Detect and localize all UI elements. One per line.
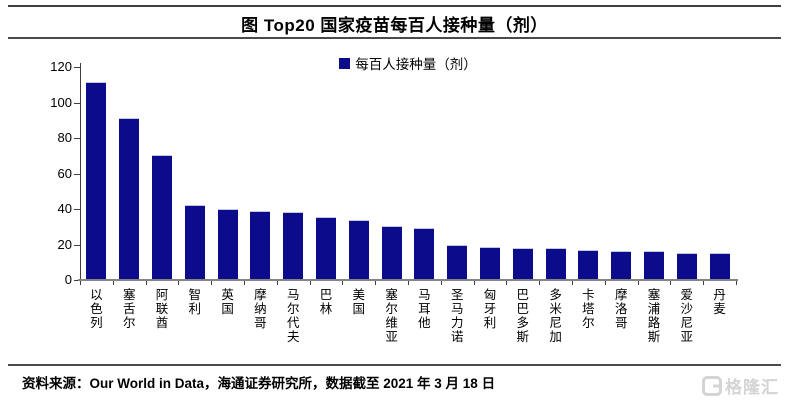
bar bbox=[217, 209, 238, 280]
bar bbox=[611, 250, 632, 280]
x-axis-tick bbox=[539, 281, 541, 285]
bar bbox=[414, 227, 435, 280]
x-axis-tick bbox=[244, 281, 245, 285]
x-axis-category-label: 巴 林 bbox=[319, 288, 333, 316]
bar bbox=[644, 250, 664, 280]
x-axis-tick bbox=[112, 281, 114, 285]
x-axis-tick bbox=[276, 281, 278, 285]
x-axis-category-label: 智 利 bbox=[188, 288, 202, 316]
bar bbox=[676, 253, 697, 280]
legend-label: 每百人接种量（剂） bbox=[355, 57, 477, 72]
x-axis-line bbox=[78, 279, 738, 281]
bar bbox=[152, 154, 172, 280]
x-axis-tick bbox=[80, 281, 81, 285]
y-axis-tick bbox=[74, 280, 80, 281]
y-axis-tick bbox=[74, 67, 80, 68]
bar bbox=[184, 205, 205, 280]
y-axis-tick bbox=[74, 209, 80, 210]
bar bbox=[447, 245, 468, 280]
title-divider-rule bbox=[8, 37, 781, 39]
y-axis-line bbox=[80, 63, 81, 280]
bar bbox=[348, 219, 369, 280]
top-rule bbox=[8, 5, 781, 7]
footer-divider-rule bbox=[8, 364, 781, 366]
x-axis-category-label: 塞 浦 路 斯 bbox=[647, 288, 661, 344]
x-axis-tick bbox=[211, 281, 213, 285]
y-axis-tick bbox=[74, 138, 80, 139]
bar bbox=[316, 216, 336, 280]
y-axis-tick-label: 40 bbox=[57, 201, 72, 216]
x-axis-category-label: 爱 沙 尼 亚 bbox=[680, 288, 694, 344]
bar bbox=[86, 82, 107, 280]
bar bbox=[119, 118, 140, 280]
x-axis-tick bbox=[473, 281, 475, 285]
x-axis-tick bbox=[637, 281, 639, 285]
source-note: 资料来源：Our World in Data，海通证券研究所，数据截至 2021… bbox=[22, 376, 496, 391]
bar bbox=[578, 249, 599, 280]
x-axis-tick bbox=[506, 281, 508, 285]
chart-title: 图 Top20 国家疫苗每百人接种量（剂） bbox=[241, 16, 548, 35]
x-axis-tick bbox=[342, 281, 344, 285]
bar bbox=[545, 248, 566, 280]
x-axis-tick bbox=[309, 281, 311, 285]
x-axis-tick bbox=[604, 281, 606, 285]
x-axis-category-label: 多 米 尼 加 bbox=[549, 288, 562, 344]
x-axis-tick bbox=[670, 281, 672, 285]
x-axis-category-label: 塞 尔 维 亚 bbox=[385, 288, 398, 344]
x-axis-category-label: 美 国 bbox=[352, 288, 366, 316]
x-axis-category-label: 以 色 列 bbox=[90, 288, 103, 330]
y-axis-tick bbox=[74, 102, 80, 104]
x-axis-tick bbox=[178, 281, 180, 285]
y-axis-tick-label: 80 bbox=[57, 130, 72, 145]
gelonghui-logo: 格隆汇 bbox=[702, 373, 779, 398]
x-axis-category-label: 马 尔 代 夫 bbox=[286, 288, 300, 344]
legend: 每百人接种量（剂） bbox=[80, 55, 736, 72]
x-axis-category-label: 摩 洛 哥 bbox=[614, 288, 628, 330]
bar bbox=[709, 253, 730, 280]
y-axis-tick-label: 20 bbox=[57, 236, 72, 252]
x-axis-category-label: 阿 联 酋 bbox=[155, 288, 169, 330]
bar bbox=[381, 225, 402, 280]
x-axis-tick bbox=[736, 281, 737, 285]
y-axis-tick-label: 60 bbox=[57, 165, 72, 181]
x-axis-category-label: 匈 牙 利 bbox=[483, 288, 497, 330]
x-axis-tick bbox=[145, 281, 147, 285]
x-axis-tick bbox=[375, 281, 377, 285]
y-axis-tick-label: 0 bbox=[64, 272, 72, 287]
bar bbox=[250, 210, 271, 280]
x-axis-category-label: 丹 麦 bbox=[713, 288, 726, 316]
y-axis-tick-label: 100 bbox=[50, 94, 72, 110]
x-axis-category-label: 马 耳 他 bbox=[418, 288, 431, 330]
gelonghui-logo-text: 格隆汇 bbox=[725, 378, 779, 397]
x-axis-category-label: 圣 马 力 诺 bbox=[450, 288, 464, 344]
x-axis-tick bbox=[703, 281, 705, 285]
bar bbox=[283, 211, 304, 280]
x-axis-category-label: 摩 纳 哥 bbox=[254, 288, 267, 330]
bar bbox=[512, 248, 533, 280]
x-axis-tick bbox=[572, 281, 573, 285]
x-axis-category-label: 英 国 bbox=[221, 288, 234, 316]
x-axis-category-label: 巴 巴 多 斯 bbox=[516, 288, 530, 344]
legend-swatch-icon bbox=[339, 57, 351, 69]
x-axis-tick bbox=[408, 281, 409, 285]
y-axis-tick bbox=[74, 173, 80, 175]
x-axis-category-label: 塞 舌 尔 bbox=[122, 288, 136, 330]
y-axis-tick bbox=[74, 244, 80, 246]
x-axis-category-label: 卡 塔 尔 bbox=[582, 288, 595, 330]
gelonghui-logo-icon bbox=[702, 375, 722, 396]
bar bbox=[480, 247, 500, 280]
x-axis-tick bbox=[440, 281, 442, 285]
y-axis-tick-label: 120 bbox=[50, 59, 72, 74]
